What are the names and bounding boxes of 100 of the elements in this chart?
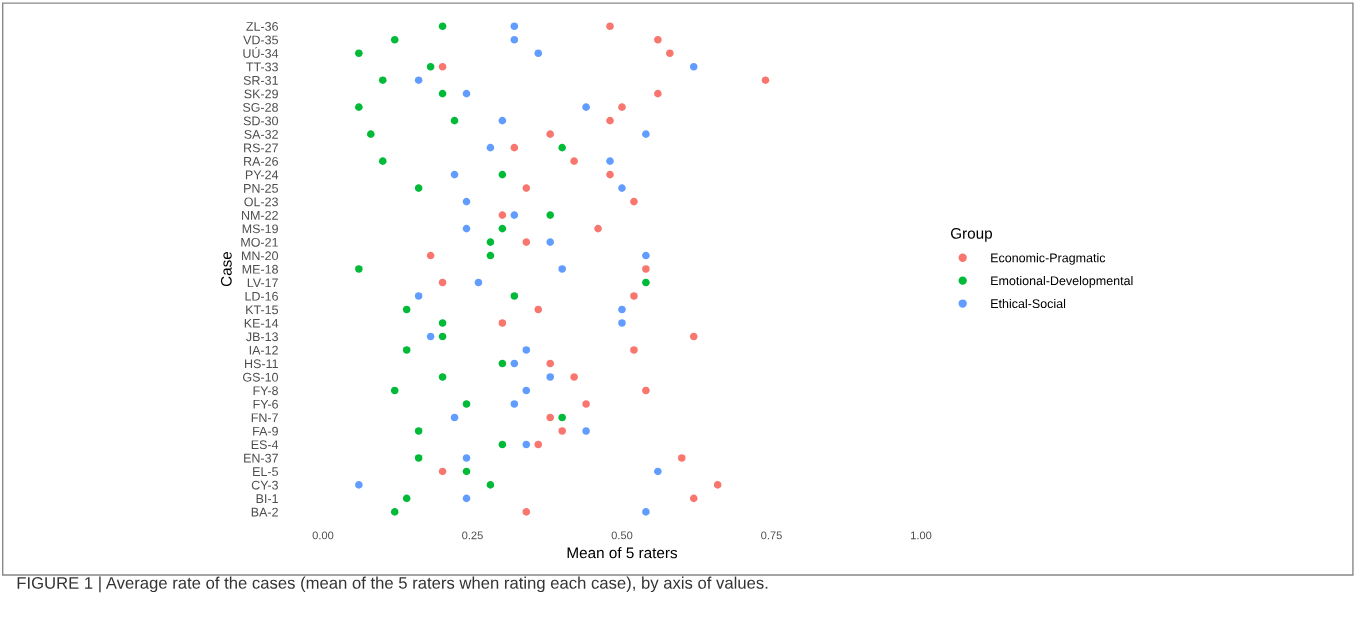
y-tick-label: MO-21 (241, 237, 278, 247)
point (594, 224, 602, 233)
legend-title: Group (950, 227, 993, 242)
y-tick-label: FA-9 (253, 426, 278, 436)
point (378, 157, 387, 165)
point (450, 413, 459, 422)
y-tick-label: OL-23 (244, 197, 278, 207)
point (642, 130, 650, 138)
point (713, 481, 722, 489)
y-tick-label: PN-25 (244, 183, 278, 193)
point (462, 454, 471, 462)
point (618, 103, 626, 111)
x-tick-label: 0.50 (611, 531, 633, 540)
point (510, 211, 519, 219)
point (618, 305, 626, 314)
point (378, 76, 387, 84)
point (414, 292, 423, 300)
point (606, 157, 614, 165)
y-tick-label: UÚ-34 (243, 46, 279, 58)
point (486, 143, 495, 152)
caption: FIGURE 1 | Average rate of the cases (mean of the 5 raters when rating each case), by axis of values. (17, 576, 768, 593)
x-tick-label: 0.00 (312, 531, 334, 540)
y-tick-label: MS-19 (242, 224, 278, 234)
y-tick-label: LD-16 (245, 291, 278, 301)
point (654, 35, 662, 44)
point (689, 332, 698, 341)
point (534, 305, 543, 314)
point (642, 251, 650, 260)
point (462, 494, 471, 503)
point (414, 184, 423, 192)
point (426, 332, 435, 341)
point (618, 184, 626, 192)
point (546, 413, 555, 422)
point (414, 454, 423, 462)
x-tick-label: 0.75 (761, 531, 782, 540)
point (582, 400, 590, 408)
y-tick-label: BI-1 (256, 494, 278, 503)
point (498, 359, 507, 368)
point (498, 116, 507, 125)
point (402, 494, 411, 503)
point (642, 508, 650, 516)
point (510, 22, 519, 31)
point (522, 184, 531, 192)
y-tick-label: ME-18 (242, 264, 278, 274)
point (522, 346, 531, 354)
point (654, 89, 662, 98)
legend-label: Economic-Pragmatic (991, 253, 1106, 265)
y-tick-label: SR-31 (243, 75, 278, 85)
y-tick-label: SG-28 (242, 102, 278, 112)
point (462, 197, 471, 206)
point (582, 103, 590, 111)
point (438, 332, 447, 341)
y-tick-label: SK-29 (244, 89, 278, 99)
y-tick-label: BA-2 (251, 507, 278, 517)
point (570, 373, 578, 381)
point (438, 89, 447, 98)
point (546, 373, 555, 381)
y-tick-label: EN-37 (244, 453, 278, 463)
y-tick-label: FY-8 (253, 386, 278, 396)
y-tick-label: PY-24 (245, 170, 279, 180)
point (546, 211, 555, 219)
point (606, 116, 614, 125)
point (689, 62, 698, 71)
point (355, 265, 363, 273)
point (546, 130, 555, 138)
point (438, 319, 447, 327)
point (558, 143, 566, 152)
point (498, 170, 507, 179)
point (642, 278, 650, 287)
point (546, 359, 555, 368)
point (450, 116, 459, 125)
y-tick-label: LV-17 (247, 278, 278, 288)
point (558, 265, 566, 273)
point (510, 292, 519, 300)
point (390, 508, 399, 516)
point (522, 238, 531, 246)
point (355, 49, 363, 58)
point (606, 22, 614, 31)
point (402, 305, 411, 314)
y-tick-label: KT-15 (246, 305, 278, 315)
point (367, 130, 375, 138)
point (355, 481, 363, 489)
point (522, 508, 531, 516)
point (414, 76, 423, 84)
y-tick-label: ZL-36 (246, 22, 278, 31)
point (510, 35, 519, 44)
point (630, 197, 638, 206)
point (558, 413, 566, 422)
y-tick-label: TT-33 (246, 62, 278, 72)
point (522, 440, 531, 449)
y-tick-label: NM-22 (242, 210, 278, 220)
point (486, 238, 495, 246)
point (761, 76, 770, 84)
point (450, 170, 459, 179)
y-tick-label: IA-12 (249, 345, 278, 355)
x-axis-title: Mean of 5 raters (567, 547, 678, 559)
legend-label: Emotional-Developmental (991, 275, 1133, 288)
y-tick-label: MN-20 (242, 251, 279, 261)
point (642, 265, 650, 273)
point (570, 157, 578, 165)
